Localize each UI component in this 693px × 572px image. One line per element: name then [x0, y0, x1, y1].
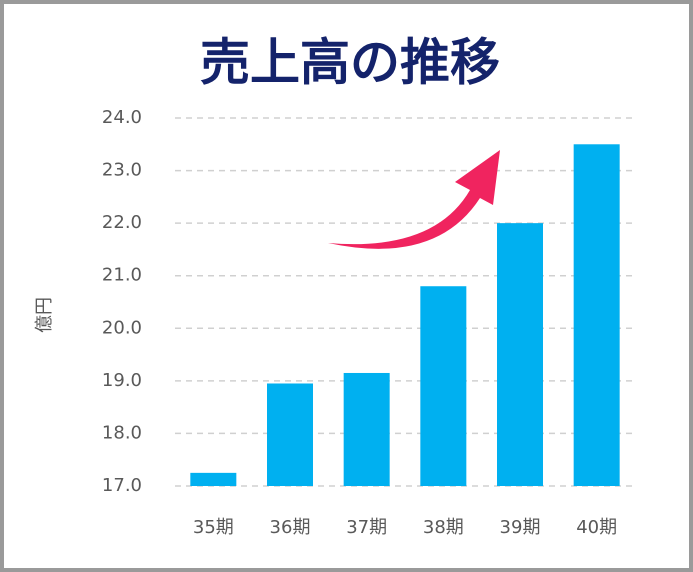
y-tick-label: 24.0	[102, 107, 142, 128]
y-tick-label: 22.0	[102, 212, 142, 233]
bar	[267, 383, 313, 486]
y-tick-label: 17.0	[102, 475, 142, 496]
chart-title: 売上高の推移	[200, 34, 500, 92]
bar	[190, 472, 237, 486]
chart: 売上高の推移 億円 17.0 18.0 19.0 20.0 21.0 22.0 23.0 24…	[34, 34, 635, 538]
x-tick-label: 36期	[270, 517, 311, 538]
y-axis-label: 億円	[34, 297, 55, 333]
bar	[420, 286, 467, 486]
bar	[343, 372, 390, 486]
y-tick-label: 20.0	[102, 317, 142, 338]
x-tick-label: 37期	[346, 517, 387, 538]
x-tick-label: 35期	[193, 517, 234, 538]
x-tick-label: 38期	[423, 517, 464, 538]
plot-area: 17.0 18.0 19.0 20.0 21.0 22.0 23.0 24.0 35期 36期 37…	[102, 107, 635, 538]
bar	[497, 223, 543, 486]
bar	[573, 144, 620, 487]
trend-arrow	[328, 150, 500, 249]
x-tick-label: 40期	[576, 517, 617, 538]
y-tick-label: 23.0	[102, 160, 142, 181]
y-tick-label: 19.0	[102, 370, 142, 391]
y-tick-label: 18.0	[102, 422, 142, 443]
y-tick-label: 21.0	[102, 265, 142, 286]
x-tick-label: 39期	[500, 517, 541, 538]
